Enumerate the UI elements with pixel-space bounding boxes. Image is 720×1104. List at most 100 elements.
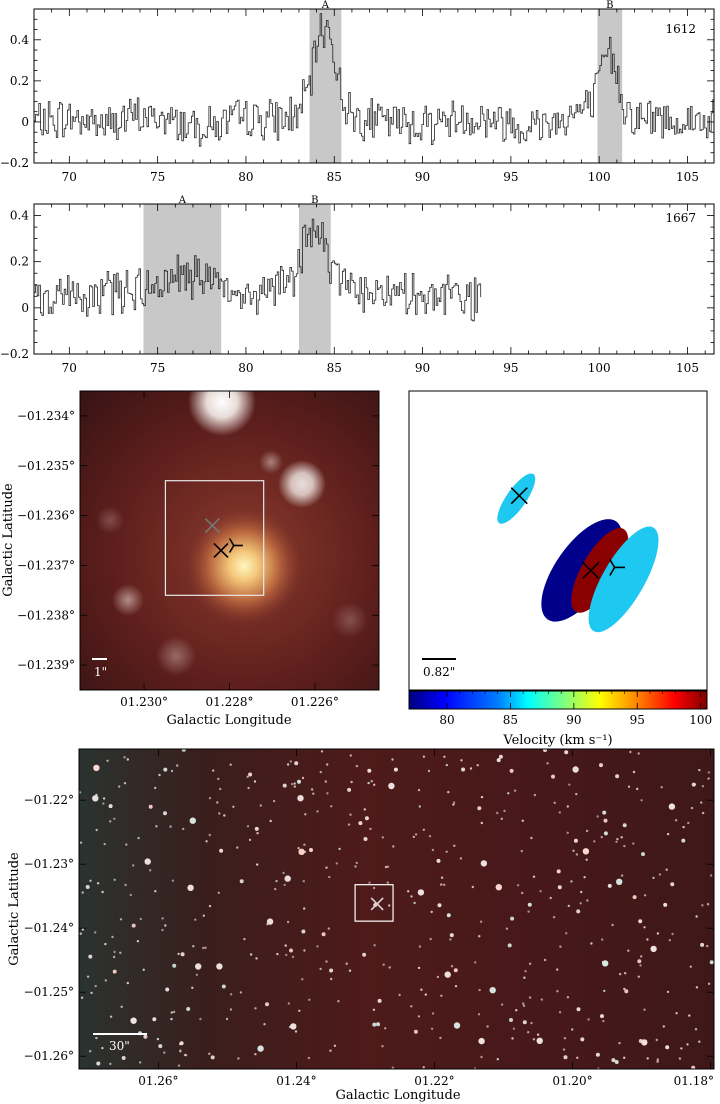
star: [286, 920, 290, 924]
star: [422, 755, 426, 758]
star: [410, 895, 413, 898]
star: [301, 978, 304, 981]
star: [602, 1019, 605, 1023]
star: [585, 858, 588, 861]
star: [623, 844, 626, 848]
star: [478, 935, 481, 938]
star: [576, 909, 581, 914]
star: [691, 1065, 696, 1069]
star: [109, 1015, 113, 1018]
star: [119, 918, 123, 921]
star: [662, 1025, 665, 1028]
star: [427, 769, 431, 773]
star: [422, 828, 425, 831]
star: [161, 917, 164, 920]
star: [638, 1039, 643, 1043]
star: [564, 750, 569, 755]
star: [658, 873, 662, 876]
star: [528, 962, 532, 965]
star: [246, 825, 250, 828]
star: [154, 786, 157, 790]
star: [678, 1057, 682, 1060]
star: [316, 945, 319, 948]
star-field: [79, 749, 714, 1069]
star: [269, 819, 272, 823]
star: [562, 1048, 566, 1051]
star: [161, 928, 164, 932]
star: [123, 756, 126, 759]
star: [95, 1036, 98, 1040]
star: [414, 833, 418, 836]
star: [533, 793, 537, 797]
star: [530, 836, 533, 840]
star: [347, 787, 352, 792]
star: [522, 1004, 526, 1007]
star: [570, 880, 573, 883]
star: [376, 1022, 380, 1027]
y-tick-label: −0.2: [0, 156, 29, 170]
star: [665, 868, 668, 871]
star: [516, 884, 520, 887]
velocity-component: [588, 526, 659, 633]
star: [530, 1021, 533, 1025]
colorbar-label: Velocity (km s⁻¹): [502, 733, 612, 748]
star: [101, 890, 104, 894]
star: [347, 823, 351, 826]
star: [229, 1008, 233, 1011]
star: [126, 758, 129, 761]
colorbar-ticks: 80 85 90 95 100: [408, 691, 712, 727]
star: [149, 869, 152, 872]
star: [436, 975, 440, 979]
star: [247, 786, 250, 790]
star: [639, 964, 642, 967]
star: [422, 1066, 425, 1069]
colorbar-tick-label: 100: [689, 713, 712, 727]
star: [94, 931, 97, 934]
scalebar-label: 0.82": [423, 665, 455, 679]
star: [695, 986, 699, 989]
star: [486, 1025, 489, 1028]
star: [496, 1058, 499, 1061]
star: [381, 1045, 384, 1048]
star: [96, 1061, 101, 1066]
star: [579, 902, 582, 905]
star: [420, 988, 423, 991]
star: [176, 764, 179, 767]
star: [101, 1046, 104, 1050]
star: [88, 954, 93, 959]
star: [319, 770, 322, 774]
star: [179, 1042, 182, 1046]
y-tick-label: −01.22°: [24, 793, 74, 807]
star: [632, 895, 637, 900]
star: [337, 1000, 340, 1003]
star: [125, 843, 128, 846]
star: [195, 963, 202, 970]
star: [445, 850, 448, 853]
star: [693, 783, 697, 786]
star: [191, 986, 194, 989]
star: [496, 811, 499, 815]
star: [624, 972, 627, 975]
star: [355, 861, 358, 865]
star: [686, 1043, 689, 1046]
star: [643, 926, 646, 929]
star: [181, 749, 186, 752]
star: [303, 843, 306, 846]
star: [575, 853, 579, 856]
star: [348, 969, 352, 972]
star: [381, 836, 384, 839]
star: [391, 758, 394, 761]
star: [695, 915, 698, 918]
star: [627, 949, 630, 952]
highlight-region-a: [143, 204, 222, 354]
star: [668, 803, 676, 810]
x-marker: [213, 542, 229, 559]
star: [326, 763, 329, 766]
star: [680, 1047, 683, 1050]
star: [417, 966, 421, 970]
x-tick-label: 01.20°: [552, 1074, 592, 1088]
star: [208, 833, 211, 837]
star: [527, 1031, 530, 1034]
star: [79, 841, 83, 844]
